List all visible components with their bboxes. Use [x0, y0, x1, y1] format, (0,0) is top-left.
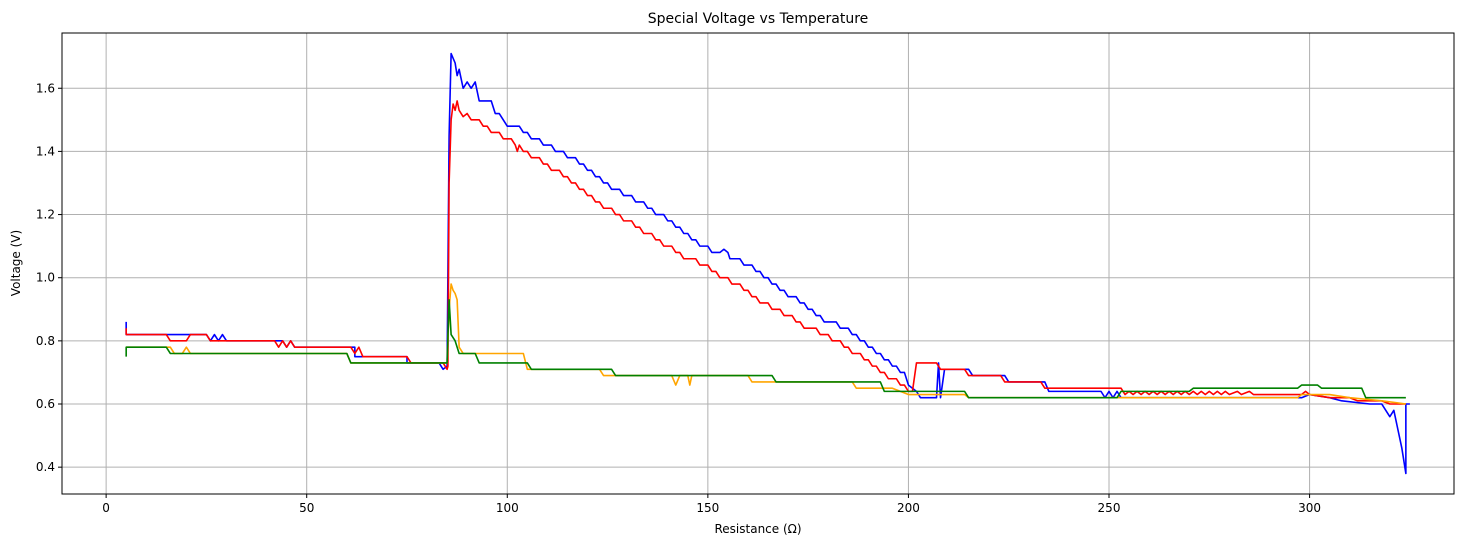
- y-tick-label: 0.4: [36, 460, 55, 474]
- x-tick-label: 250: [1098, 501, 1121, 515]
- series-layer: [125, 52, 1410, 475]
- x-tick-label: 50: [299, 501, 314, 515]
- plot-frame: [61, 32, 1455, 495]
- x-tick-label: 100: [496, 501, 519, 515]
- y-tick-label: 1.6: [36, 81, 55, 95]
- y-tick-label: 1.0: [36, 271, 55, 285]
- y-tick-label: 1.2: [36, 208, 55, 222]
- x-tick-label: 200: [897, 501, 920, 515]
- y-axis-label: Voltage (V): [9, 230, 23, 296]
- x-tick-label: 150: [696, 501, 719, 515]
- x-tick-label: 300: [1298, 501, 1321, 515]
- x-tick-label: 0: [102, 501, 110, 515]
- x-axis: 0 50 100 150 200 250 300: [102, 494, 1321, 515]
- y-axis: 0.4 0.6 0.8 1.0 1.2 1.4 1.6: [36, 81, 62, 474]
- x-axis-label: Resistance (Ω): [714, 522, 801, 536]
- grid-lines: [62, 33, 1454, 494]
- y-tick-label: 1.4: [36, 144, 55, 158]
- y-tick-label: 0.6: [36, 397, 55, 411]
- chart-title: Special Voltage vs Temperature: [648, 11, 869, 27]
- y-tick-label: 0.8: [36, 334, 55, 348]
- series-line-4: [125, 299, 1406, 399]
